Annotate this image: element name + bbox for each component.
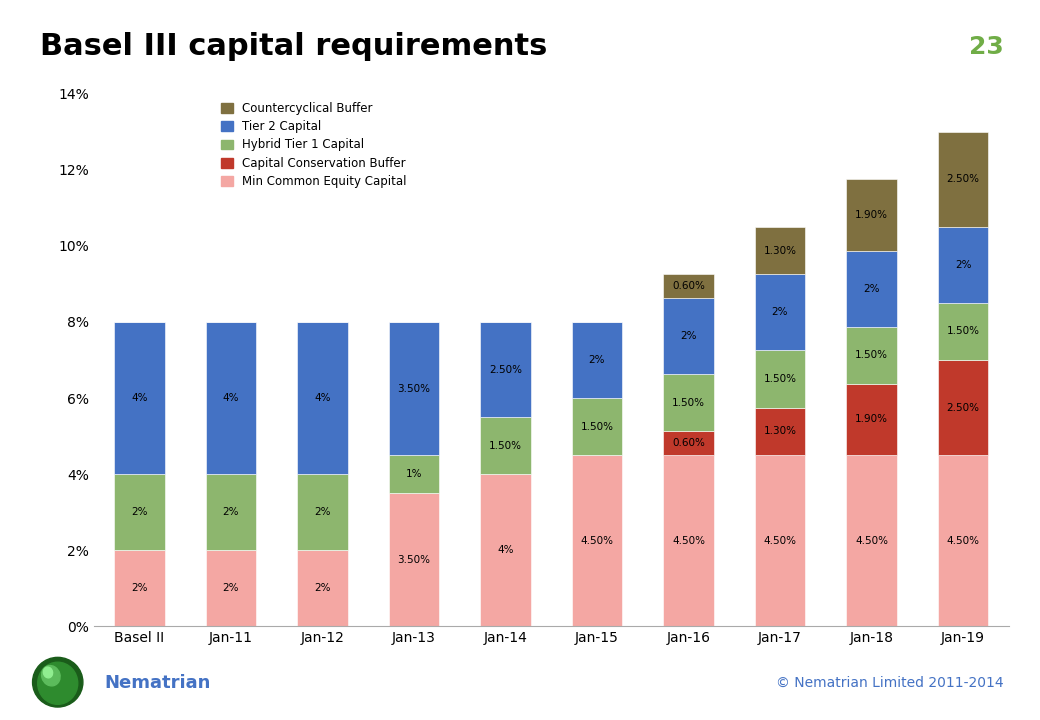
- Text: 2%: 2%: [131, 583, 148, 593]
- Text: 1%: 1%: [406, 469, 422, 480]
- Bar: [664, 274, 713, 298]
- Text: 4%: 4%: [497, 545, 514, 555]
- Bar: [847, 179, 896, 251]
- Text: 23: 23: [969, 35, 1004, 59]
- Text: 4.50%: 4.50%: [672, 536, 705, 546]
- Bar: [755, 408, 805, 455]
- Text: 1.50%: 1.50%: [672, 398, 705, 408]
- Text: 1.30%: 1.30%: [763, 246, 797, 256]
- Text: 0.60%: 0.60%: [672, 282, 705, 292]
- Bar: [480, 322, 530, 417]
- Bar: [938, 303, 988, 360]
- Text: 1.90%: 1.90%: [855, 210, 888, 220]
- Bar: [755, 227, 805, 274]
- Text: Basel III capital requirements: Basel III capital requirements: [40, 32, 547, 61]
- Bar: [938, 132, 988, 227]
- Text: 4.50%: 4.50%: [763, 536, 797, 546]
- Bar: [755, 274, 805, 351]
- Text: 1.50%: 1.50%: [489, 441, 522, 451]
- Text: 2%: 2%: [223, 507, 239, 517]
- Bar: [664, 374, 713, 431]
- Bar: [389, 455, 439, 493]
- Bar: [297, 474, 347, 550]
- Bar: [389, 493, 439, 626]
- Bar: [572, 398, 622, 455]
- Text: 3.50%: 3.50%: [397, 384, 431, 394]
- Text: 4%: 4%: [314, 393, 331, 403]
- Bar: [664, 298, 713, 374]
- Bar: [664, 431, 713, 455]
- Text: 4.50%: 4.50%: [855, 536, 888, 546]
- Text: 2%: 2%: [131, 507, 148, 517]
- Text: 2%: 2%: [314, 507, 331, 517]
- Text: Nematrian: Nematrian: [104, 674, 210, 691]
- Text: 2%: 2%: [314, 583, 331, 593]
- Bar: [206, 550, 256, 626]
- Bar: [114, 322, 164, 474]
- Text: 1.90%: 1.90%: [855, 415, 888, 425]
- Bar: [572, 455, 622, 626]
- Bar: [572, 322, 622, 398]
- Bar: [847, 384, 896, 455]
- Text: 2%: 2%: [955, 260, 971, 270]
- Text: 2%: 2%: [223, 583, 239, 593]
- Text: 2.50%: 2.50%: [946, 174, 980, 184]
- Text: 2.50%: 2.50%: [946, 402, 980, 413]
- Text: 2%: 2%: [680, 331, 697, 341]
- Bar: [206, 474, 256, 550]
- Text: 2%: 2%: [863, 284, 880, 294]
- Bar: [755, 351, 805, 408]
- Text: 2%: 2%: [589, 355, 605, 365]
- Bar: [114, 474, 164, 550]
- Bar: [938, 227, 988, 303]
- Ellipse shape: [37, 662, 78, 704]
- Bar: [297, 550, 347, 626]
- Bar: [847, 327, 896, 384]
- Ellipse shape: [32, 657, 83, 707]
- Bar: [938, 455, 988, 626]
- Bar: [114, 550, 164, 626]
- Text: 3.50%: 3.50%: [397, 555, 431, 564]
- Text: 1.50%: 1.50%: [855, 350, 888, 360]
- Text: 4%: 4%: [131, 393, 148, 403]
- Bar: [664, 455, 713, 626]
- Ellipse shape: [42, 665, 60, 686]
- Text: 0.60%: 0.60%: [672, 438, 705, 449]
- Text: 1.30%: 1.30%: [763, 426, 797, 436]
- Bar: [938, 360, 988, 455]
- Text: 1.50%: 1.50%: [946, 326, 980, 336]
- Text: 1.50%: 1.50%: [580, 422, 614, 431]
- Text: © Nematrian Limited 2011-2014: © Nematrian Limited 2011-2014: [776, 675, 1004, 690]
- Bar: [847, 455, 896, 626]
- Bar: [206, 322, 256, 474]
- Text: 1.50%: 1.50%: [763, 374, 797, 384]
- Text: 4.50%: 4.50%: [580, 536, 614, 546]
- Bar: [389, 322, 439, 455]
- Bar: [847, 251, 896, 327]
- Bar: [755, 455, 805, 626]
- Text: 4.50%: 4.50%: [946, 536, 980, 546]
- Text: 2.50%: 2.50%: [489, 364, 522, 374]
- Text: 4%: 4%: [223, 393, 239, 403]
- Legend: Countercyclical Buffer, Tier 2 Capital, Hybrid Tier 1 Capital, Capital Conservat: Countercyclical Buffer, Tier 2 Capital, …: [218, 99, 409, 191]
- Bar: [480, 417, 530, 474]
- Bar: [297, 322, 347, 474]
- Text: 2%: 2%: [772, 307, 788, 318]
- Bar: [480, 474, 530, 626]
- Ellipse shape: [44, 667, 53, 678]
